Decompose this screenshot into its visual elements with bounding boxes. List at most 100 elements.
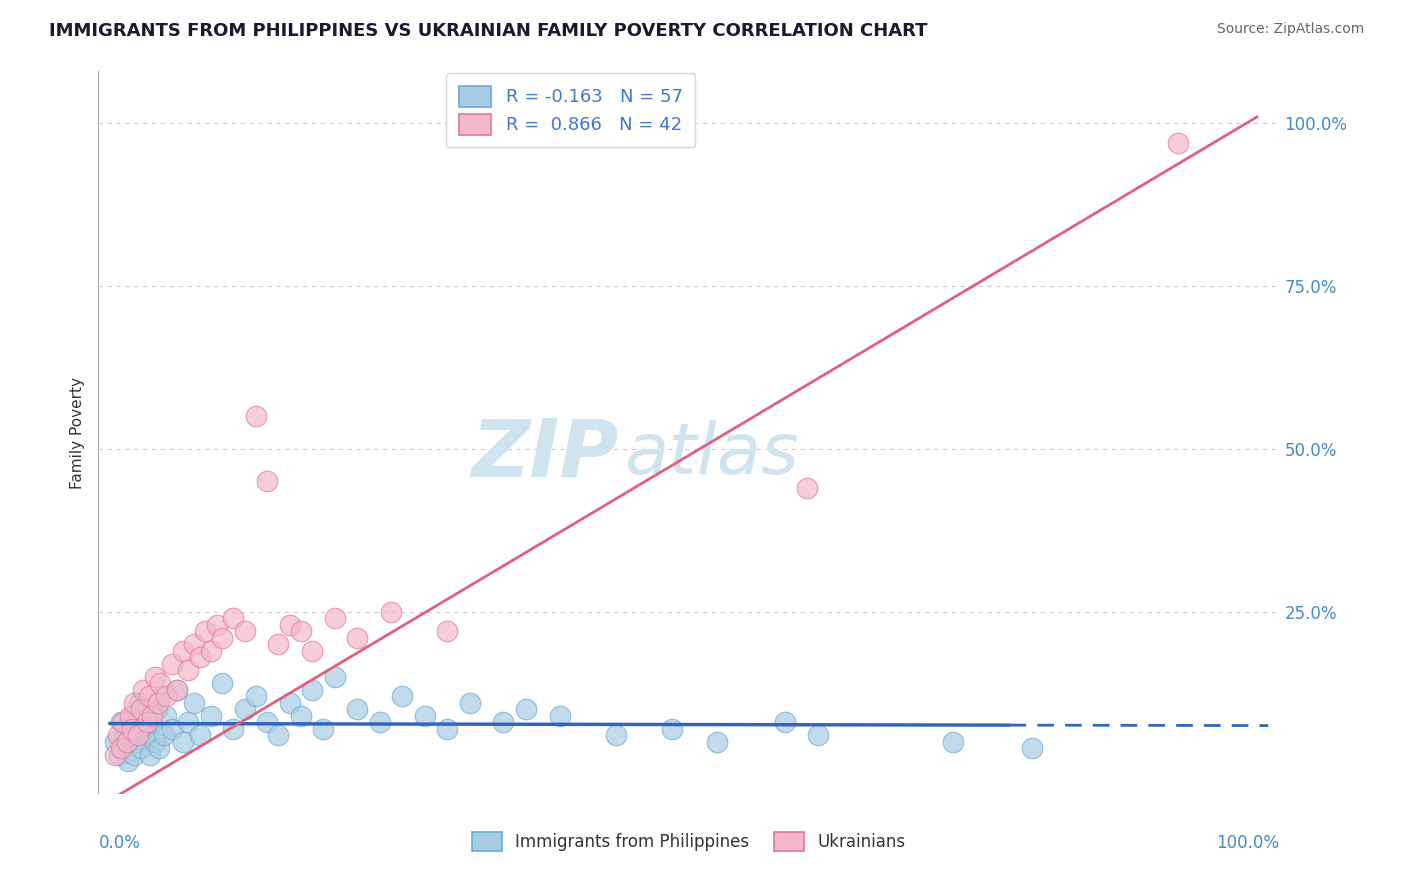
Text: IMMIGRANTS FROM PHILIPPINES VS UKRAINIAN FAMILY POVERTY CORRELATION CHART: IMMIGRANTS FROM PHILIPPINES VS UKRAINIAN…	[49, 22, 928, 40]
Point	[152, 728, 174, 742]
Point	[148, 741, 170, 756]
Point	[177, 715, 200, 730]
Point	[155, 708, 177, 723]
Point	[256, 715, 278, 730]
Point	[139, 747, 162, 762]
Point	[605, 728, 627, 742]
Point	[121, 722, 143, 736]
Point	[172, 643, 194, 657]
Point	[183, 637, 205, 651]
Point	[188, 728, 211, 742]
Point	[124, 696, 146, 710]
Point	[143, 670, 166, 684]
Point	[118, 708, 141, 723]
Point	[312, 722, 335, 736]
Point	[188, 650, 211, 665]
Point	[112, 741, 135, 756]
Point	[194, 624, 217, 639]
Point	[323, 611, 346, 625]
Point	[110, 715, 132, 730]
Point	[114, 728, 136, 742]
Point	[773, 715, 796, 730]
Point	[290, 624, 312, 639]
Point	[807, 728, 830, 742]
Point	[125, 735, 148, 749]
Point	[141, 715, 163, 730]
Point	[267, 637, 290, 651]
Point	[1167, 136, 1189, 150]
Point	[143, 735, 166, 749]
Point	[107, 747, 129, 762]
Point	[132, 722, 155, 736]
Point	[942, 735, 965, 749]
Point	[104, 747, 127, 762]
Point	[112, 715, 135, 730]
Point	[146, 696, 169, 710]
Point	[301, 643, 323, 657]
Point	[160, 657, 183, 671]
Text: 100.0%: 100.0%	[1216, 834, 1279, 852]
Point	[155, 690, 177, 704]
Point	[245, 690, 267, 704]
Point	[458, 696, 481, 710]
Point	[222, 722, 245, 736]
Point	[211, 676, 233, 690]
Point	[346, 702, 368, 716]
Point	[346, 631, 368, 645]
Point	[1021, 741, 1043, 756]
Point	[128, 696, 150, 710]
Point	[200, 643, 222, 657]
Point	[124, 747, 146, 762]
Point	[245, 409, 267, 424]
Point	[391, 690, 413, 704]
Point	[548, 708, 571, 723]
Point	[323, 670, 346, 684]
Point	[172, 735, 194, 749]
Point	[278, 617, 301, 632]
Point	[413, 708, 436, 723]
Point	[104, 735, 127, 749]
Point	[127, 728, 149, 742]
Point	[290, 708, 312, 723]
Point	[278, 696, 301, 710]
Text: Source: ZipAtlas.com: Source: ZipAtlas.com	[1216, 22, 1364, 37]
Point	[515, 702, 537, 716]
Y-axis label: Family Poverty: Family Poverty	[70, 376, 86, 489]
Point	[166, 682, 188, 697]
Point	[129, 702, 152, 716]
Point	[121, 708, 143, 723]
Point	[706, 735, 728, 749]
Point	[177, 663, 200, 677]
Point	[115, 735, 138, 749]
Point	[129, 741, 152, 756]
Point	[492, 715, 515, 730]
Point	[138, 690, 160, 704]
Point	[160, 722, 183, 736]
Point	[183, 696, 205, 710]
Legend: Immigrants from Philippines, Ukrainians: Immigrants from Philippines, Ukrainians	[465, 825, 912, 858]
Text: atlas: atlas	[624, 420, 799, 489]
Point	[135, 728, 157, 742]
Point	[661, 722, 683, 736]
Point	[117, 755, 139, 769]
Point	[149, 676, 172, 690]
Point	[222, 611, 245, 625]
Point	[256, 475, 278, 489]
Point	[118, 722, 141, 736]
Point	[136, 708, 159, 723]
Point	[233, 702, 256, 716]
Point	[301, 682, 323, 697]
Point	[233, 624, 256, 639]
Point	[211, 631, 233, 645]
Point	[436, 722, 458, 736]
Point	[267, 728, 290, 742]
Point	[141, 708, 163, 723]
Point	[380, 605, 402, 619]
Point	[436, 624, 458, 639]
Point	[796, 481, 818, 495]
Point	[110, 741, 132, 756]
Point	[150, 690, 173, 704]
Text: 0.0%: 0.0%	[98, 834, 141, 852]
Point	[146, 702, 169, 716]
Point	[205, 617, 228, 632]
